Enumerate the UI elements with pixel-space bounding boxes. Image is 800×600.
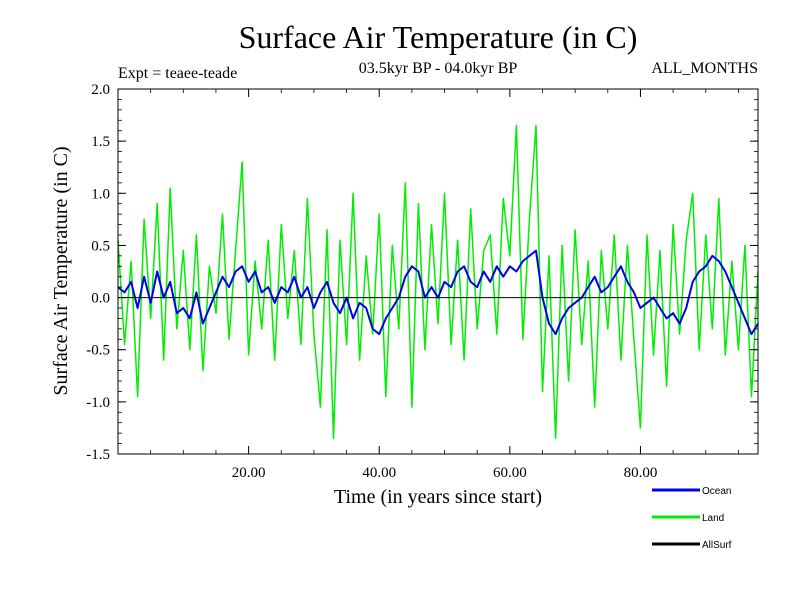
y-tick-label: -0.5 <box>86 343 110 359</box>
y-tick-label: -1.5 <box>86 447 110 463</box>
legend-label-allsurf: AllSurf <box>702 540 732 551</box>
y-tick-label: 0.5 <box>91 238 110 254</box>
legend-label-land: Land <box>702 513 724 524</box>
plot-area <box>117 124 759 440</box>
experiment-label: Expt = teaee-teade <box>118 65 237 82</box>
months-label: ALL_MONTHS <box>651 60 758 77</box>
chart-title: Surface Air Temperature (in C) <box>239 19 638 55</box>
series-line-land <box>117 124 759 440</box>
x-tick-label: 80.00 <box>624 465 658 481</box>
legend-label-ocean: Ocean <box>702 486 731 497</box>
x-tick-label: 20.00 <box>232 465 266 481</box>
legend: Ocean Land AllSurf <box>652 486 732 551</box>
x-axis-label: Time (in years since start) <box>334 486 542 508</box>
chart-subtitle: 03.5kyr BP - 04.0kyr BP <box>359 60 518 77</box>
y-tick-label: 1.0 <box>91 186 110 202</box>
y-tick-label: 2.0 <box>91 82 110 98</box>
y-tick-label: 1.5 <box>91 134 110 150</box>
x-tick-label: 60.00 <box>493 465 527 481</box>
axis-ticks: -1.5 -1.0 -0.5 0.0 0.5 1.0 1.5 2.0 20.00 40.00 60.… <box>86 82 758 481</box>
y-tick-label: 0.0 <box>91 291 110 307</box>
plot-frame <box>117 88 759 455</box>
y-axis-label: Surface Air Temperature (in C) <box>50 146 72 395</box>
y-tick-label: -1.0 <box>86 395 110 411</box>
x-tick-label: 40.00 <box>362 465 396 481</box>
